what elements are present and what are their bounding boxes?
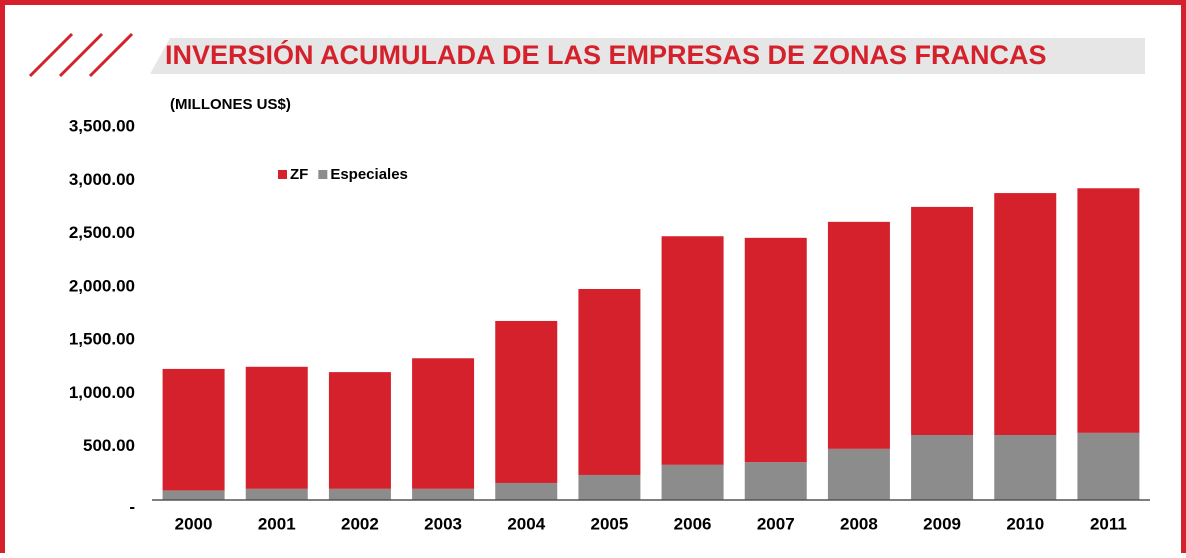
y-tick-label: 3,000.00 — [69, 170, 135, 189]
bar-segment — [744, 462, 807, 500]
legend-swatch — [318, 170, 328, 179]
y-tick-label: - — [129, 497, 135, 516]
x-tick-label: 2006 — [674, 514, 712, 533]
x-tick-label: 2011 — [1090, 514, 1127, 533]
legend-label: Especiales — [330, 166, 408, 183]
y-tick-label: 1,500.00 — [69, 330, 135, 349]
bar-segment — [245, 366, 308, 489]
y-tick-label: 1,000.00 — [69, 383, 135, 402]
chart-title: INVERSIÓN ACUMULADA DE LAS EMPRESAS DE Z… — [165, 39, 1047, 70]
bar-segment — [245, 488, 308, 500]
x-tick-label: 2010 — [1006, 514, 1044, 533]
subtitle: (MILLONES US$) — [170, 96, 291, 113]
legend-label: ZF — [290, 166, 308, 183]
x-tick-label: 2008 — [840, 514, 878, 533]
title-band-cut — [150, 38, 170, 74]
bar-segment — [328, 488, 391, 500]
y-tick-label: 2,500.00 — [69, 223, 135, 242]
bar-segment — [661, 464, 724, 500]
bar-segment — [495, 482, 558, 500]
bar-segment — [1077, 432, 1140, 500]
x-tick-label: 2001 — [258, 514, 296, 533]
x-tick-label: 2003 — [424, 514, 462, 533]
slash — [88, 32, 134, 78]
x-tick-label: 2007 — [757, 514, 795, 533]
bar-segment — [578, 474, 641, 500]
bar-segment — [412, 488, 475, 500]
y-tick-label: 500.00 — [83, 436, 135, 455]
bar-segment — [661, 236, 724, 465]
x-tick-label: 2005 — [591, 514, 629, 533]
bar-segment — [994, 434, 1057, 500]
y-tick-label: 3,500.00 — [69, 116, 135, 135]
x-tick-label: 2000 — [175, 514, 213, 533]
legend-swatch — [278, 170, 287, 179]
x-tick-label: 2004 — [507, 514, 545, 533]
bar-segment — [744, 237, 807, 463]
x-tick-label: 2009 — [923, 514, 961, 533]
bar-segment — [412, 358, 475, 489]
bar-segment — [162, 368, 225, 491]
bar-segment — [827, 448, 890, 500]
x-tick-label: 2002 — [341, 514, 379, 533]
slash — [28, 32, 74, 78]
slash — [58, 32, 104, 78]
bar-segment — [994, 193, 1057, 435]
y-tick-label: 2,000.00 — [69, 276, 135, 295]
bar-segment — [1077, 188, 1140, 433]
bar-segment — [495, 320, 558, 483]
bar-segment — [328, 372, 391, 489]
bar-segment — [578, 288, 641, 475]
bar-segment — [911, 434, 974, 500]
title-band — [150, 38, 1145, 74]
bar-segment — [162, 490, 225, 500]
bar-segment — [911, 206, 974, 435]
bar-segment — [827, 221, 890, 449]
